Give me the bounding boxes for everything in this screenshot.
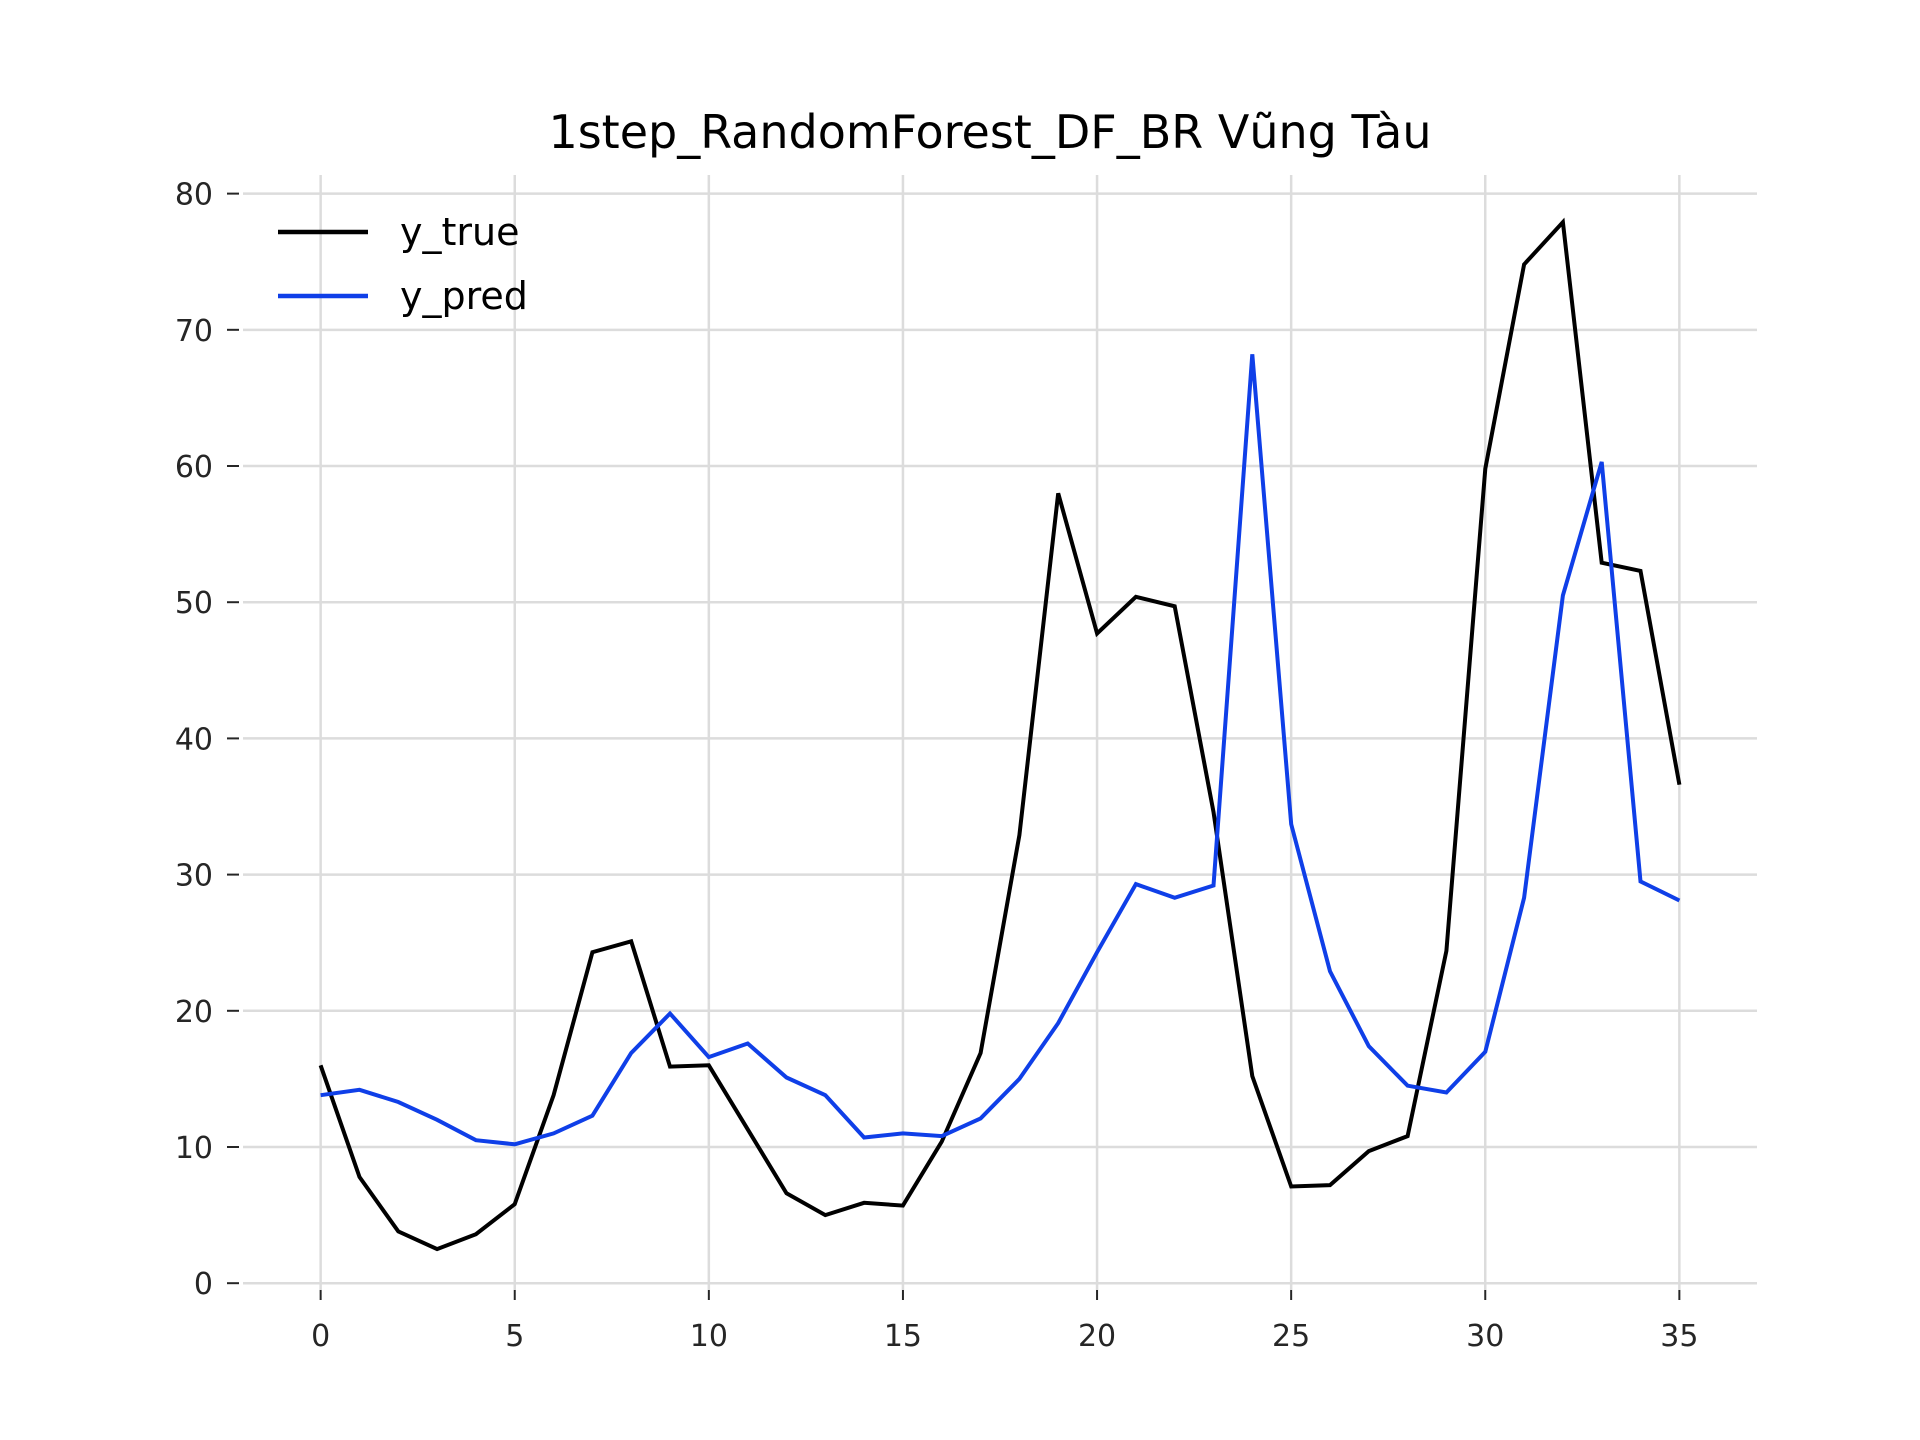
x-tick-label: 10 xyxy=(690,1319,728,1354)
x-tick-label: 5 xyxy=(505,1319,524,1354)
y-tick-label: 40 xyxy=(175,722,213,757)
y-tick-label: 70 xyxy=(175,314,213,349)
y-tick-label: 50 xyxy=(175,586,213,621)
series-line-y-true xyxy=(318,217,1682,1252)
legend: y_true y_pred xyxy=(278,210,528,318)
x-tick-label: 0 xyxy=(311,1319,330,1354)
y-tick-label: 0 xyxy=(194,1267,213,1302)
y-tick-label: 10 xyxy=(175,1131,213,1166)
x-tick-label: 35 xyxy=(1660,1319,1698,1354)
chart-title: 1step_RandomForest_DF_BR Vũng Tàu xyxy=(548,105,1431,159)
grid-lines xyxy=(243,175,1757,1290)
y-tick-label: 30 xyxy=(175,859,213,894)
legend-label: y_true xyxy=(400,210,519,254)
y-tick-label: 80 xyxy=(175,178,213,213)
series-line-y-pred xyxy=(320,354,1681,1147)
legend-label: y_pred xyxy=(400,274,528,318)
x-tick-label: 20 xyxy=(1078,1319,1116,1354)
series-lines xyxy=(318,217,1682,1252)
x-tick-label: 30 xyxy=(1466,1319,1504,1354)
x-tick-label: 15 xyxy=(884,1319,922,1354)
y-tick-label: 20 xyxy=(175,995,213,1030)
y-tick-label: 60 xyxy=(175,450,213,485)
axis-ticks: 0 5 10 15 20 25 30 35 0 10 20 30 40 50 60 70 80 xyxy=(175,178,1699,1354)
x-tick-label: 25 xyxy=(1272,1319,1310,1354)
